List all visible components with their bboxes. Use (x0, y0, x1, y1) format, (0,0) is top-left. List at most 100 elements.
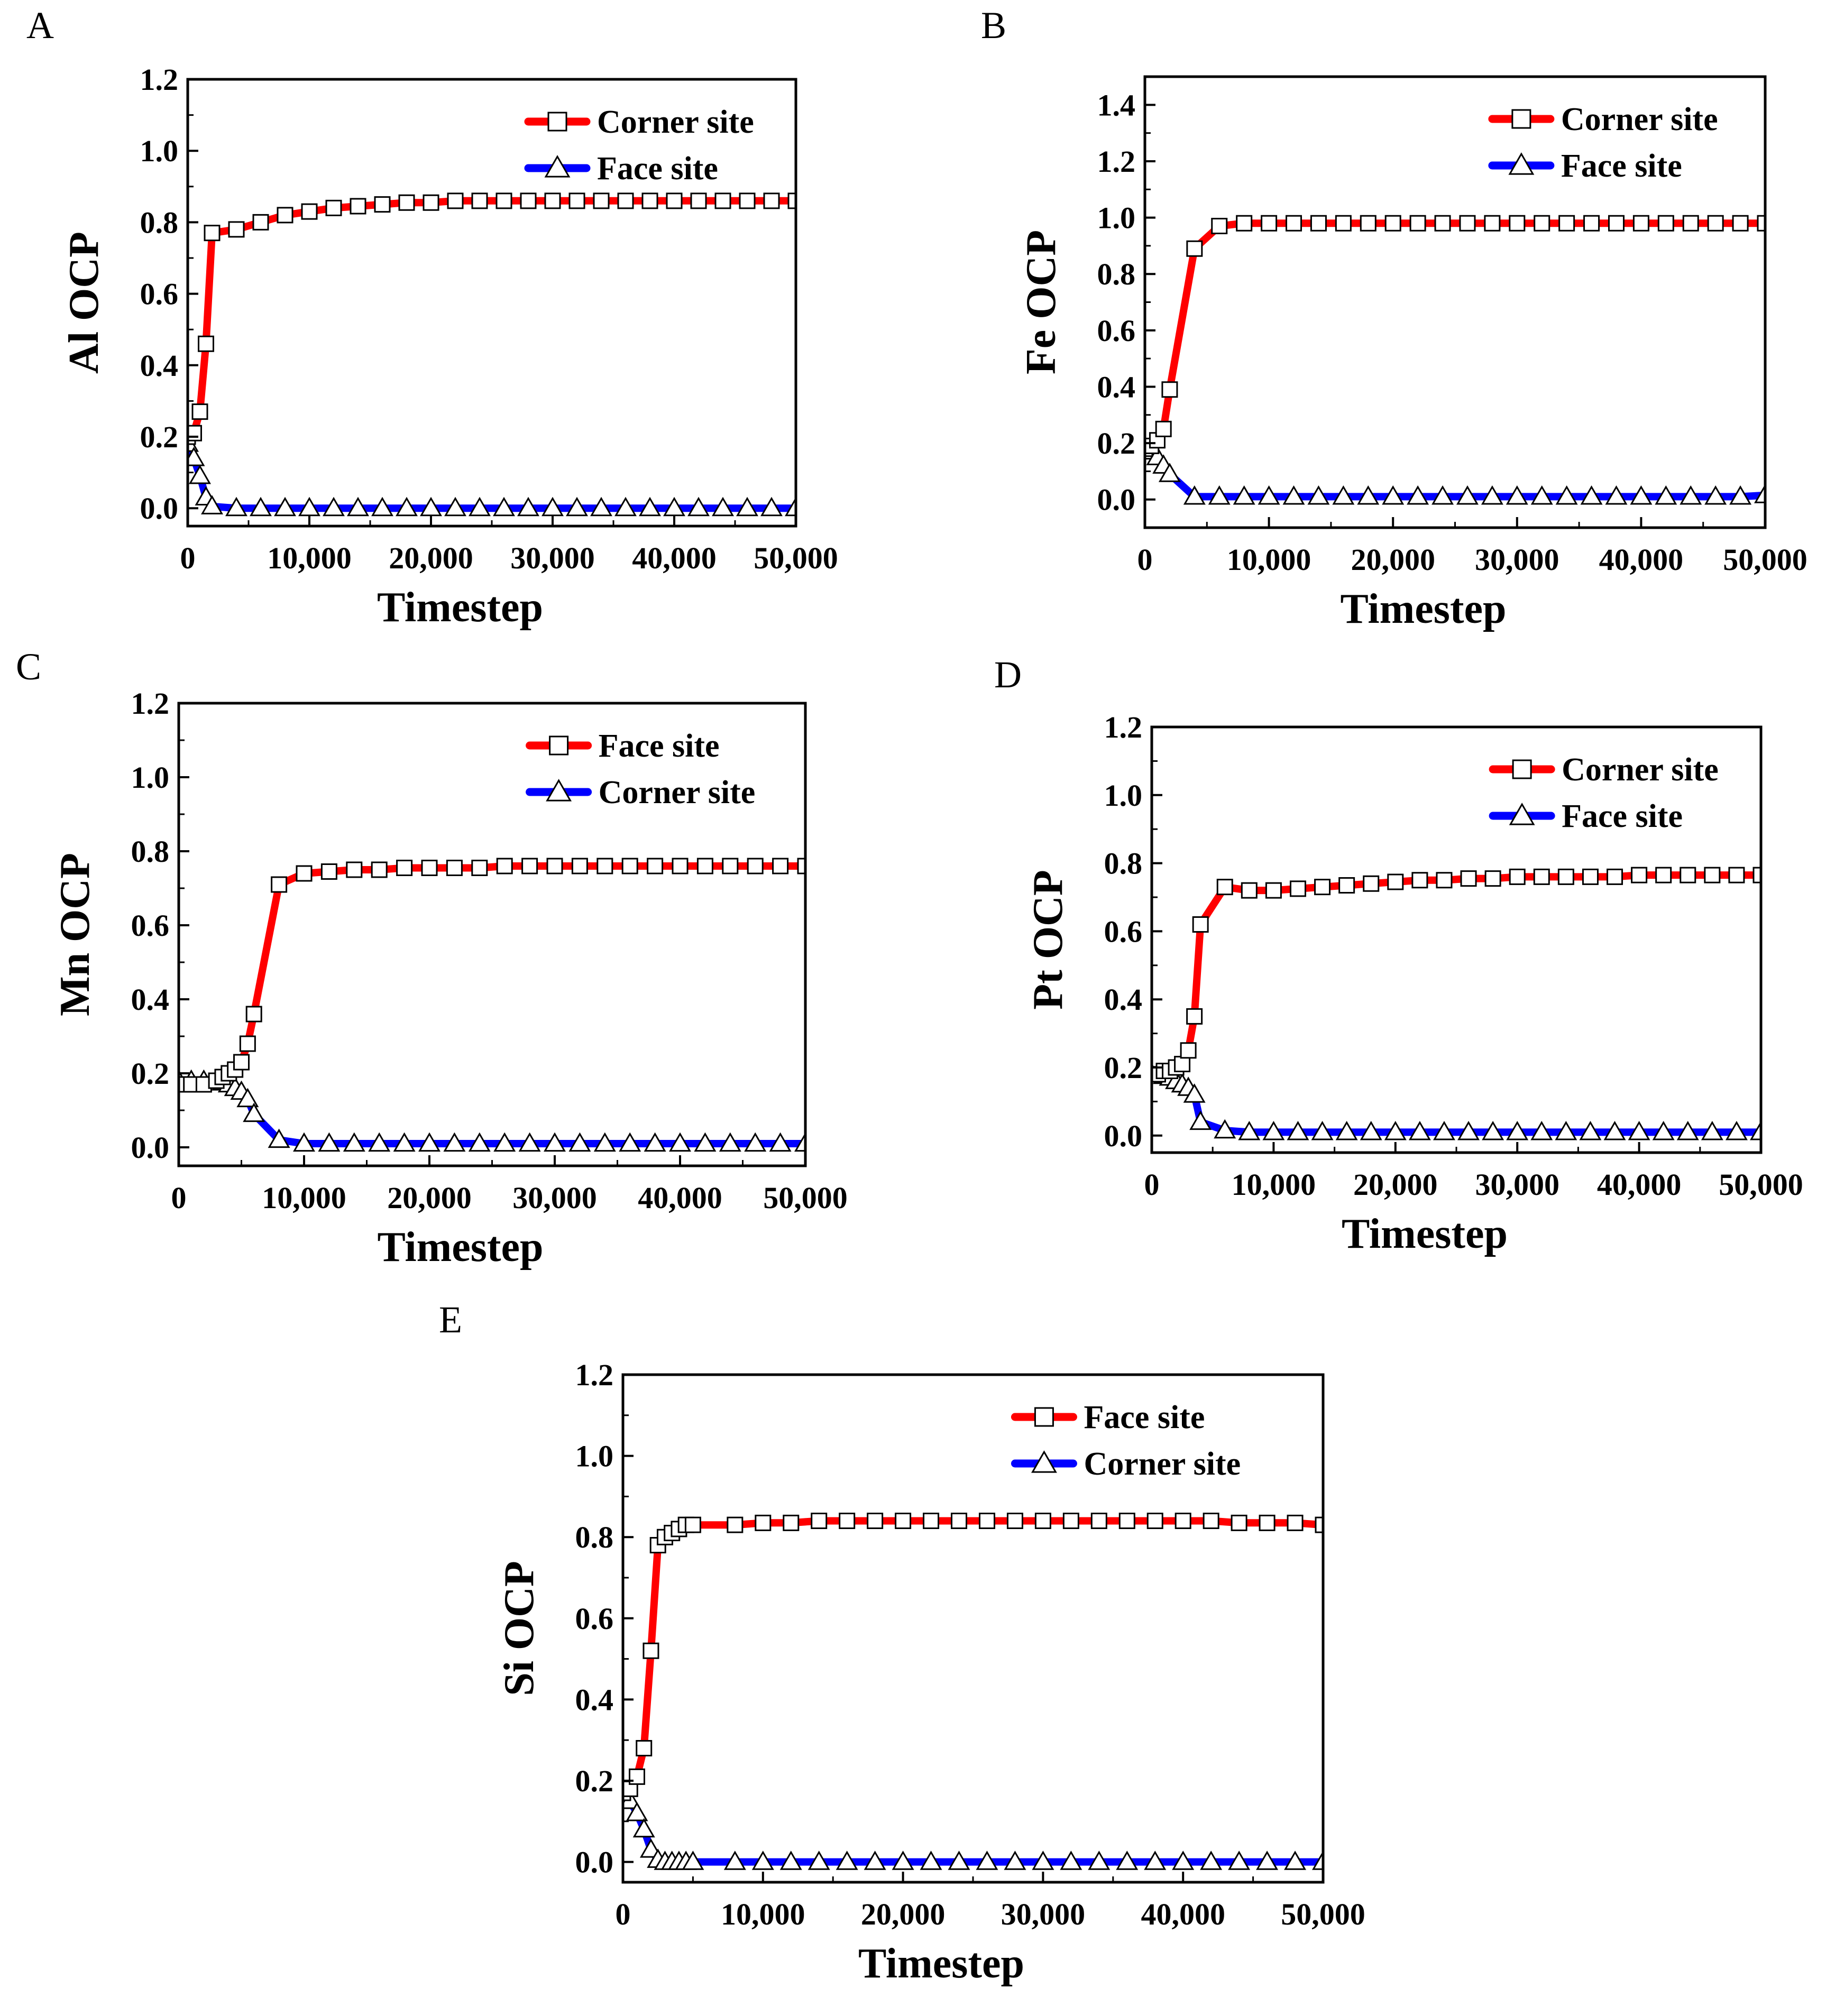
data-point-square (643, 1642, 659, 1659)
data-point-triangle (1482, 1120, 1504, 1140)
data-point-triangle (420, 496, 442, 517)
data-point-triangle (469, 496, 491, 517)
x-tick-label: 10,000 (262, 1181, 346, 1215)
legend-label: Face site (1561, 148, 1682, 184)
x-axis-title: Timestep (377, 1224, 543, 1271)
data-point-triangle (201, 495, 223, 514)
y-tick-label: 0.4 (1104, 982, 1143, 1017)
data-point-triangle (1088, 1851, 1111, 1870)
y-tick-label: 1.0 (1097, 201, 1136, 235)
data-point-triangle (443, 1132, 466, 1152)
plot-frame (1150, 725, 1763, 1154)
data-point-triangle (1382, 485, 1405, 505)
data-point-triangle (864, 1851, 886, 1870)
y-axis-title: Al OCP (61, 232, 107, 374)
data-point-square (277, 207, 293, 224)
data-point-square (978, 1512, 995, 1529)
data-point-square (763, 192, 780, 209)
y-axis-title: Si OCP (496, 1561, 543, 1696)
data-point-square (371, 861, 388, 878)
y-tick-label: 1.0 (131, 760, 170, 795)
data-point-triangle (1238, 1120, 1261, 1140)
data-point-square (204, 225, 221, 242)
legend-item: Face site (524, 151, 718, 187)
data-point-square (839, 1512, 856, 1529)
data-point-square (1631, 867, 1648, 883)
data-point-triangle (1332, 485, 1355, 505)
panel-label: A (26, 4, 54, 47)
data-point-square (1310, 215, 1327, 232)
data-point-square (666, 192, 683, 209)
data-point-square (597, 858, 613, 874)
x-tick-label: 20,000 (861, 1897, 946, 1931)
data-point-triangle (318, 1132, 341, 1152)
data-point-square (593, 192, 610, 209)
data-point-square (621, 858, 638, 874)
data-point-square (198, 335, 214, 352)
data-point-square (239, 1035, 256, 1052)
panel-b: B 0 10,000 20,000 30,000 40,000 50,000 0.0 0.2 0.… (981, 4, 1807, 632)
data-point-triangle (1282, 485, 1305, 505)
legend-triangle-icon (546, 779, 572, 802)
data-point-square (1484, 870, 1501, 887)
data-point-triangle (719, 1132, 741, 1152)
data-point-triangle (1183, 1083, 1206, 1103)
y-axis-title: Pt OCP (1025, 870, 1071, 1009)
data-point-square (1632, 215, 1649, 232)
series-line-face-site (623, 1517, 1323, 1797)
x-tick-label: 10,000 (1227, 542, 1311, 577)
data-point-square (1315, 1516, 1323, 1533)
legend-label: Corner site (1084, 1446, 1241, 1482)
x-axis-title: Timestep (1340, 586, 1506, 632)
data-point-square (1174, 1512, 1191, 1529)
data-point-triangle (785, 496, 796, 517)
data-point-square (895, 1512, 912, 1529)
data-point-square (374, 196, 391, 213)
data-point-triangle (1408, 1120, 1431, 1140)
data-point-triangle (1032, 1851, 1054, 1870)
data-point-triangle (1384, 1120, 1407, 1140)
data-point-square (1265, 882, 1282, 899)
data-point-square (1186, 240, 1203, 257)
data-point-square (496, 858, 513, 874)
y-tick-label: 0.8 (131, 834, 170, 869)
data-point-square (296, 865, 313, 882)
data-point-triangle (1506, 485, 1528, 505)
x-tick-label: 40,000 (632, 541, 717, 575)
data-point-triangle (590, 496, 612, 517)
data-point-triangle (736, 496, 758, 517)
y-tick-label: 0.6 (1097, 314, 1136, 348)
data-point-triangle (1605, 485, 1628, 505)
data-point-triangle (619, 1132, 641, 1152)
data-point-triangle (393, 1132, 416, 1152)
data-point-square (1728, 867, 1745, 883)
legend-triangle-icon (1508, 152, 1535, 175)
data-point-triangle (836, 1851, 858, 1870)
data-point-triangle (769, 1132, 792, 1152)
data-point-square (1241, 882, 1258, 899)
data-point-triangle (794, 1132, 805, 1152)
x-tick-label: 0 (180, 541, 196, 575)
data-point-square (1436, 872, 1453, 889)
y-tick-label: 0.4 (131, 982, 170, 1017)
data-point-triangle (1676, 1120, 1699, 1140)
data-point-triangle (1701, 1120, 1723, 1140)
data-point-triangle (268, 1128, 290, 1148)
data-point-square (755, 1514, 772, 1531)
y-tick-label: 0.4 (140, 348, 179, 383)
panel-label: E (439, 1299, 462, 1341)
data-point-square (1411, 872, 1428, 889)
legend-item: Corner site (524, 104, 754, 140)
legend-label: Corner site (599, 775, 756, 811)
y-tick-label: 0.8 (1104, 846, 1143, 881)
data-point-square (1155, 420, 1172, 437)
data-point-triangle (418, 1132, 441, 1152)
y-tick-label: 0.8 (140, 205, 179, 240)
y-tick-label: 1.0 (575, 1439, 614, 1474)
data-point-triangle (298, 496, 320, 517)
data-point-square (1607, 868, 1623, 885)
panel-label: D (994, 653, 1022, 696)
data-point-square (1186, 1008, 1203, 1025)
data-point-triangle (669, 1132, 691, 1152)
data-point-triangle (1530, 1120, 1553, 1140)
